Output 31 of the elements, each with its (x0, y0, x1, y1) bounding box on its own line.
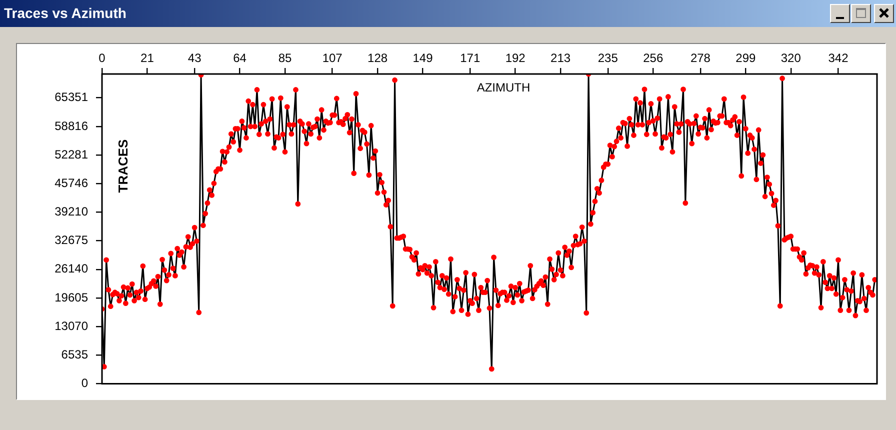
y-tick-label: 45746 (54, 176, 88, 190)
x-tick-label: 128 (368, 51, 388, 66)
y-tick-label: 58816 (54, 118, 88, 133)
y-tick-label: 26140 (54, 262, 88, 276)
y-tick-label: 65351 (54, 90, 88, 104)
x-tick-label: 213 (550, 51, 571, 66)
x-tick-label: 299 (736, 51, 756, 66)
chart-title: Traces vs Azimuth (4, 5, 126, 21)
x-tick-label: 235 (598, 51, 618, 66)
y-tick-label: 39210 (54, 204, 88, 219)
x-tick-label: 256 (643, 51, 664, 66)
x-tick-label: 64 (233, 51, 247, 66)
x-tick-label: 21 (140, 51, 154, 66)
y-axis-title: TRACES (116, 138, 131, 193)
x-tick-label: 107 (322, 51, 343, 66)
x-axis-title: AZIMUTH (476, 80, 530, 94)
y-tick-label: 0 (81, 376, 88, 390)
y-tick-label: 6535 (61, 348, 88, 362)
x-tick-label: 342 (828, 51, 849, 66)
x-tick-label: 192 (505, 51, 526, 66)
y-tick-label: 19605 (54, 290, 88, 304)
x-tick-label: 171 (460, 51, 480, 66)
y-tick-label: 52281 (54, 147, 88, 162)
x-tick-label: 0 (98, 51, 106, 66)
x-tick-label: 278 (690, 51, 711, 66)
x-tick-label: 85 (278, 51, 292, 66)
x-tick-label: 149 (412, 51, 434, 66)
y-tick-label: 32675 (54, 233, 88, 248)
y-tick-label: 13070 (54, 318, 88, 333)
x-tick-label: 320 (780, 51, 802, 66)
x-tick-label: 43 (188, 51, 202, 66)
